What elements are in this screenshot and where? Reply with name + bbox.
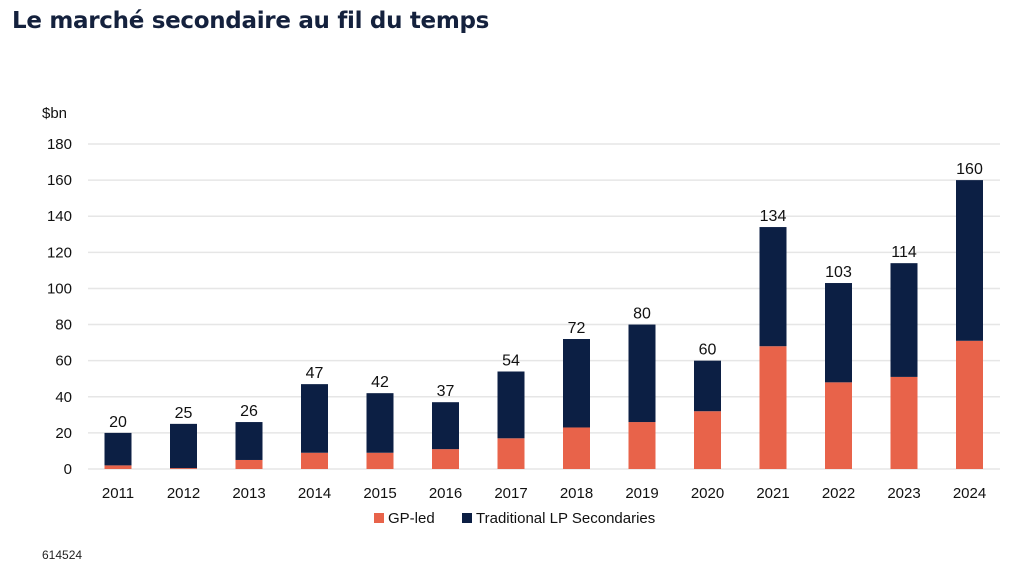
- page-title: Le marché secondaire au fil du temps: [12, 8, 490, 34]
- y-tick-label: 40: [55, 389, 72, 406]
- bar-traditional: [432, 402, 459, 450]
- data-label-total: 80: [633, 306, 651, 323]
- x-tick-label: 2014: [298, 485, 331, 502]
- bar-gp-led: [366, 452, 394, 469]
- bar-traditional: [235, 422, 263, 460]
- y-tick-label: 20: [55, 425, 72, 442]
- bar-traditional: [956, 180, 983, 341]
- data-label-total: 160: [956, 161, 983, 178]
- x-tick-label: 2021: [756, 485, 789, 502]
- x-tick-label: 2011: [102, 485, 134, 502]
- bar-traditional: [759, 227, 787, 347]
- x-tick-label: 2024: [953, 485, 986, 502]
- y-tick-label: 60: [55, 353, 72, 370]
- bar-gp-led: [890, 376, 918, 469]
- bar-traditional: [170, 423, 197, 469]
- x-tick-label: 2018: [560, 485, 593, 502]
- bar-traditional: [563, 339, 590, 428]
- bar-gp-led: [432, 449, 459, 469]
- bar-gp-led: [301, 452, 328, 469]
- x-tick-label: 2016: [429, 485, 462, 502]
- y-tick-label: 140: [47, 208, 72, 225]
- bar-gp-led: [104, 465, 132, 469]
- data-label-total: 42: [371, 374, 389, 391]
- bar-gp-led: [235, 459, 263, 469]
- data-label-total: 47: [306, 365, 324, 382]
- bar-traditional: [628, 324, 656, 423]
- y-tick-label: 120: [47, 244, 72, 261]
- bar-traditional: [694, 360, 721, 412]
- bar-gp-led: [628, 422, 656, 469]
- y-tick-label: 0: [64, 461, 72, 478]
- bar-traditional: [890, 263, 918, 377]
- bar-traditional: [366, 393, 394, 453]
- y-tick-label: 100: [47, 280, 72, 297]
- data-label-total: 103: [825, 264, 852, 281]
- data-label-total: 60: [699, 342, 717, 359]
- legend-swatch-gp-led: [374, 513, 384, 523]
- legend-label-traditional: Traditional LP Secondaries: [476, 510, 655, 527]
- legend-swatch-traditional: [462, 513, 472, 523]
- bar-gp-led: [694, 411, 721, 469]
- y-tick-label: 160: [47, 172, 72, 189]
- x-tick-label: 2017: [494, 485, 527, 502]
- bar-gp-led: [563, 427, 590, 469]
- x-tick-label: 2020: [691, 485, 724, 502]
- data-label-total: 114: [891, 244, 917, 261]
- bar-gp-led: [497, 438, 525, 469]
- bar-gp-led: [759, 346, 787, 469]
- data-label-total: 20: [109, 414, 127, 431]
- x-tick-label: 2019: [625, 485, 658, 502]
- data-label-total: 37: [437, 383, 455, 400]
- x-tick-label: 2013: [232, 485, 265, 502]
- y-tick-label: 180: [47, 136, 72, 153]
- data-label-total: 134: [760, 208, 787, 225]
- data-label-total: 72: [568, 320, 586, 337]
- x-tick-label: 2023: [887, 485, 920, 502]
- bar-traditional: [497, 371, 525, 439]
- legend-label-gp-led: GP-led: [388, 510, 435, 527]
- x-tick-label: 2012: [167, 485, 200, 502]
- x-tick-label: 2015: [363, 485, 396, 502]
- bar-gp-led: [956, 340, 983, 469]
- bar-gp-led: [825, 382, 852, 469]
- bar-traditional: [104, 432, 132, 466]
- data-label-total: 54: [502, 353, 520, 370]
- y-tick-label: 80: [55, 317, 72, 334]
- bar-traditional: [825, 283, 852, 383]
- y-axis-label: $bn: [42, 105, 67, 122]
- data-label-total: 25: [175, 405, 193, 422]
- bar-traditional: [301, 384, 328, 453]
- footnote: 614524: [42, 548, 83, 562]
- x-tick-label: 2022: [822, 485, 855, 502]
- data-label-total: 26: [240, 403, 258, 420]
- bar-gp-led: [170, 468, 197, 469]
